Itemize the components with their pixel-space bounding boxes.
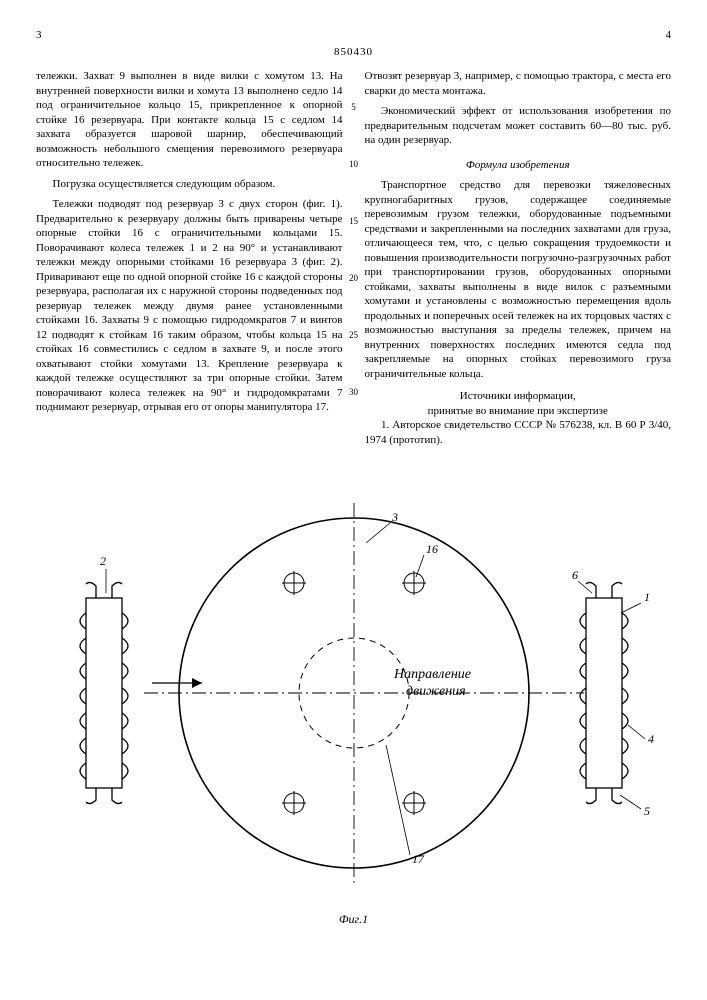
sources-heading: Источники информации, — [365, 389, 672, 404]
line-mark: 25 — [349, 331, 358, 340]
ref-1: 1 — [644, 590, 650, 604]
paragraph: Погрузка осуществляется следующим образо… — [36, 177, 343, 192]
paragraph: Тележки подводят под резервуар 3 с двух … — [36, 197, 343, 415]
ref-5: 5 — [644, 804, 650, 818]
line-number-gutter: 5 10 15 20 25 30 — [347, 69, 361, 453]
line-mark: 10 — [349, 160, 358, 169]
line-mark: 15 — [349, 217, 358, 226]
figure-svg: Направление движения 2 3 16 — [44, 493, 664, 903]
claims-heading: Формула изобретения — [365, 158, 672, 173]
direction-label: движения — [406, 684, 466, 699]
left-cart-icon — [80, 583, 128, 804]
direction-label: Направление — [393, 667, 471, 682]
ref-4: 4 — [648, 732, 654, 746]
line-mark: 30 — [349, 388, 358, 397]
source-item: 1. Авторское свидетельство СССР № 576238… — [365, 418, 672, 447]
paragraph: Отвозят резервуар 3, например, с помощью… — [365, 69, 672, 98]
sources-subheading: принятые во внимание при экспертизе — [365, 404, 672, 419]
figure-1: Направление движения 2 3 16 — [36, 493, 671, 927]
claim-text: Транспортное средство для перевозки тяже… — [365, 178, 672, 381]
line-mark: 20 — [349, 274, 358, 283]
paragraph: тележки. Захват 9 выполнен в виде вилки … — [36, 69, 343, 171]
text-columns: тележки. Захват 9 выполнен в виде вилки … — [36, 69, 671, 453]
figure-caption: Фиг.1 — [36, 912, 671, 928]
right-column: Отвозят резервуар 3, например, с помощью… — [365, 69, 672, 453]
line-mark: 5 — [351, 103, 356, 112]
left-column: тележки. Захват 9 выполнен в виде вилки … — [36, 69, 343, 453]
paragraph: Экономический эффект от использования из… — [365, 104, 672, 148]
ref-2: 2 — [100, 554, 106, 568]
document-number: 850430 — [36, 45, 671, 60]
page-num-left: 3 — [36, 28, 42, 43]
ref-6: 6 — [572, 568, 578, 582]
right-cart-icon — [580, 583, 628, 804]
ref-16: 16 — [426, 542, 438, 556]
page-num-right: 4 — [666, 28, 672, 43]
ref-3: 3 — [391, 510, 398, 524]
ref-17: 17 — [412, 852, 425, 866]
